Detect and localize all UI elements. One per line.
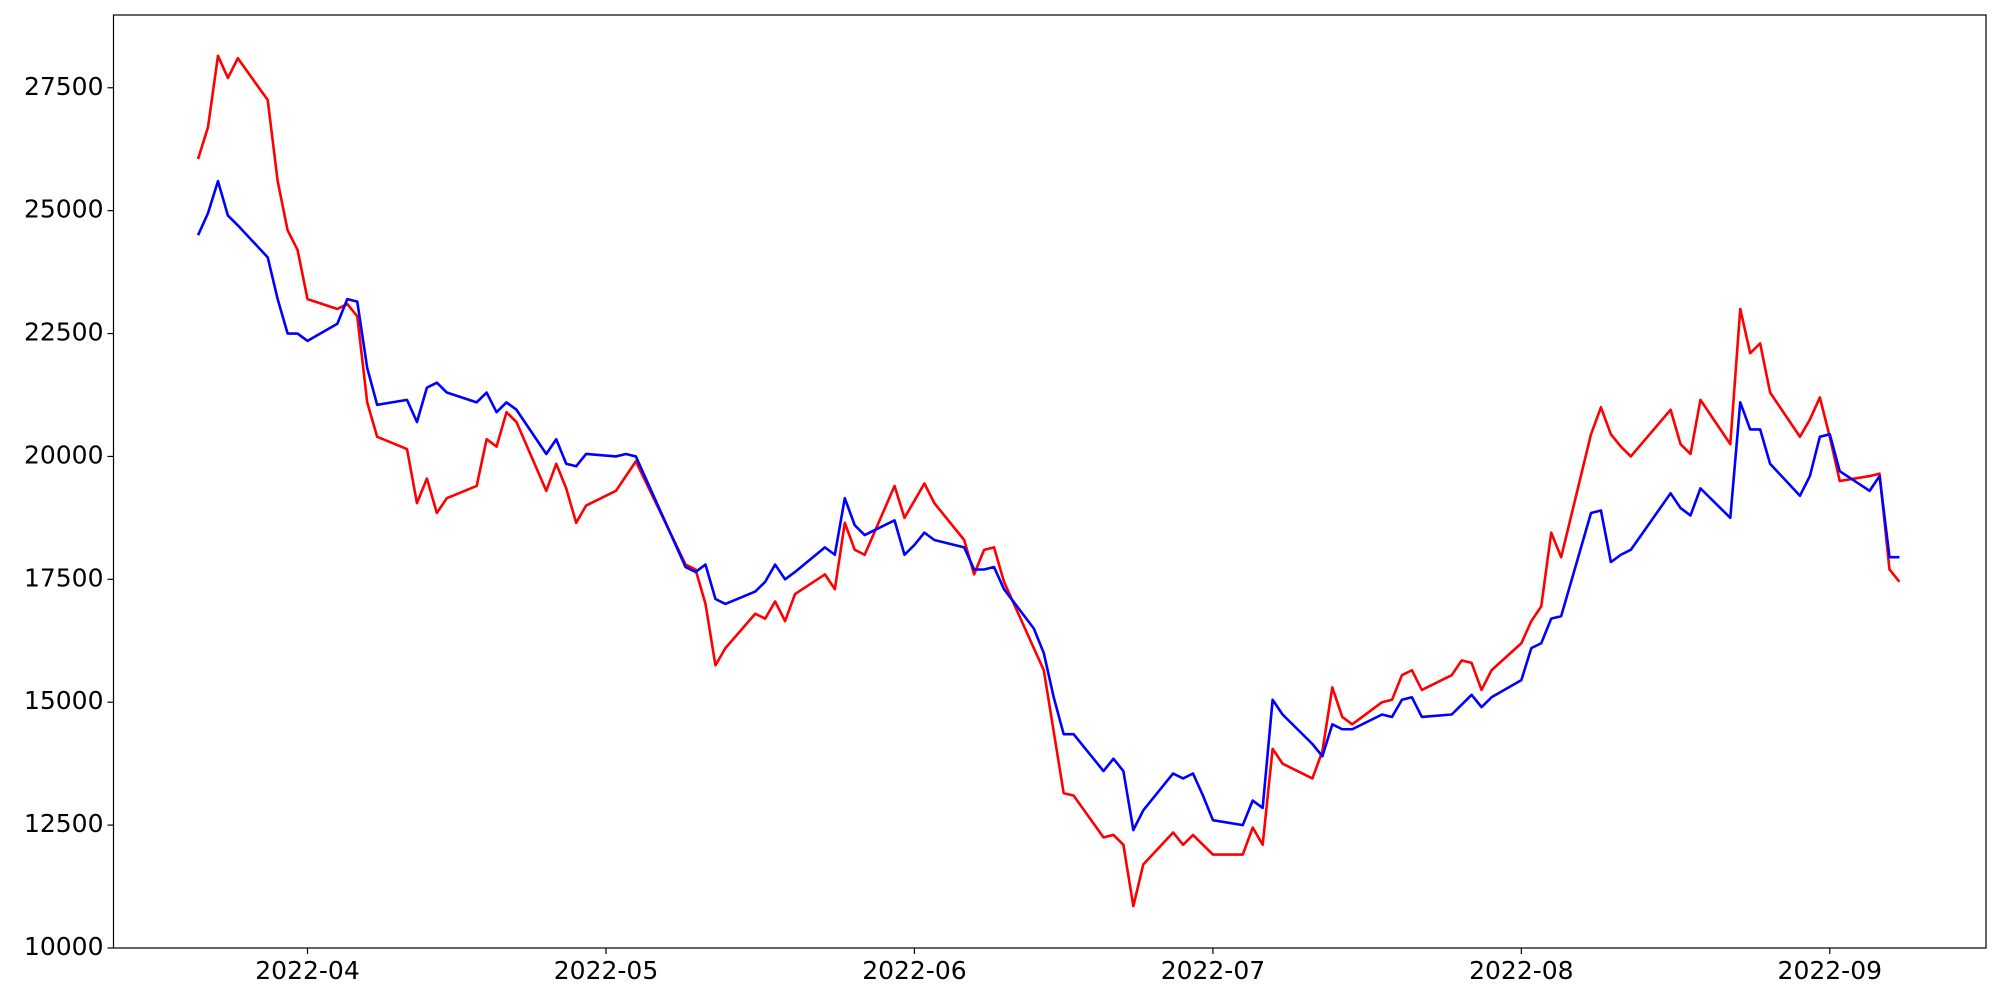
y-tick-label: 17500: [24, 563, 104, 592]
x-tick-label: 2022-08: [1469, 956, 1573, 985]
x-tick-label: 2022-09: [1778, 956, 1882, 985]
plot-frame: [112, 14, 1987, 949]
y-tick-label: 10000: [24, 932, 104, 961]
x-tick-label: 2022-07: [1161, 956, 1265, 985]
y-tick-label: 27500: [24, 72, 104, 101]
x-tick-label: 2022-06: [862, 956, 966, 985]
y-tick-label: 20000: [24, 440, 104, 469]
x-tick-label: 2022-05: [554, 956, 658, 985]
y-tick-label: 22500: [24, 318, 104, 347]
y-tick-label: 25000: [24, 195, 104, 224]
y-tick-label: 12500: [24, 809, 104, 838]
line-series: [196, 179, 1900, 832]
line-series: [196, 54, 1901, 908]
x-tick-label: 2022-04: [255, 956, 359, 985]
y-tick-label: 15000: [24, 686, 104, 715]
